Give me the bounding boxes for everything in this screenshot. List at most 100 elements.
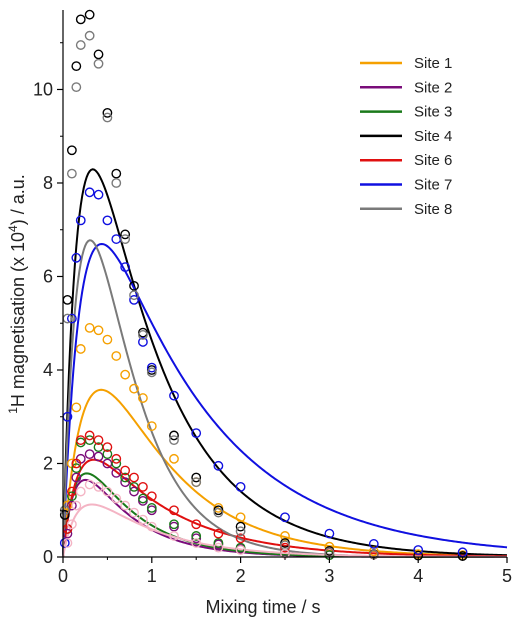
- axes: [57, 10, 508, 563]
- data-point-s2-5: [84, 449, 95, 460]
- data-point-s4-5: [75, 14, 86, 25]
- x-tick-label: 0: [58, 566, 68, 586]
- legend: Site 1 Site 2 Site 3 Site 4 Site 6 Site 7 Site…: [360, 55, 452, 218]
- data-point-s6-1: [59, 538, 70, 548]
- data-point-s6-9: [111, 234, 122, 244]
- data-point-s1-4: [75, 344, 86, 354]
- data-point-s3-14: [191, 531, 202, 541]
- data-point-s3-15: [213, 538, 224, 548]
- x-axis-title: Mixing time / s: [205, 597, 320, 617]
- data-point-s7-5: [75, 40, 86, 50]
- data-point-s6-14: [169, 390, 179, 401]
- data-point-s7-8: [102, 112, 113, 123]
- data-point-s3-3: [71, 463, 82, 474]
- data-point-s7-3: [66, 168, 77, 179]
- data-point-s5-16: [235, 533, 246, 544]
- data-point-s5-14: [191, 519, 202, 530]
- data-point-s6-11: [129, 294, 139, 305]
- data-point-s4-3: [66, 145, 77, 156]
- data-point-s5-3: [71, 458, 82, 469]
- legend-label: Site 8: [414, 201, 452, 218]
- data-point-s7-4: [71, 82, 82, 93]
- data-point-s5-4: [75, 435, 86, 446]
- data-point-s6-20: [368, 539, 379, 549]
- data-point-s8-9: [120, 500, 131, 511]
- legend-label: Site 3: [414, 104, 452, 121]
- data-point-s7-15: [191, 477, 202, 488]
- legend-label: Site 6: [414, 152, 452, 169]
- data-point-s4-14: [169, 430, 179, 441]
- data-point-s4-8: [102, 107, 113, 118]
- data-point-s2-6: [93, 451, 104, 462]
- data-point-s5-5: [84, 430, 95, 441]
- data-point-s5-13: [169, 505, 179, 516]
- data-point-s3-11: [138, 493, 148, 504]
- y-axis-title-exponent: 4: [6, 225, 20, 232]
- data-point-s4-10: [120, 229, 131, 240]
- data-point-s5-11: [138, 481, 148, 492]
- data-point-s6-10: [120, 262, 131, 273]
- data-point-s6-16: [213, 460, 224, 471]
- x-tick-label: 1: [147, 566, 157, 586]
- data-point-s1-17: [280, 531, 290, 541]
- data-point-s6-6: [84, 187, 95, 198]
- data-point-s6-8: [102, 215, 113, 226]
- y-tick-label: 4: [43, 360, 53, 380]
- data-point-s6-7: [93, 189, 104, 200]
- y-tick-label: 0: [43, 547, 53, 567]
- tick-labels: 0 1 2 3 4 5 0 2 4 6 8 10: [33, 79, 512, 586]
- data-point-s8-13: [169, 531, 179, 541]
- data-point-s1-11: [138, 393, 148, 403]
- data-point-s8-11: [138, 514, 148, 525]
- data-point-s6-21: [413, 545, 424, 555]
- data-point-s7-7: [93, 58, 104, 69]
- y-axis-title-suffix: ) / a.u.: [8, 174, 28, 225]
- data-point-s8-12: [146, 521, 157, 532]
- data-point-s5-9: [120, 465, 131, 476]
- data-point-s7-13: [146, 367, 157, 378]
- data-point-s4-7: [93, 49, 104, 60]
- data-point-s1-9: [120, 369, 131, 380]
- data-point-s1-10: [129, 383, 139, 394]
- legend-label: Site 7: [414, 177, 452, 194]
- data-point-s3-12: [146, 503, 157, 513]
- data-point-s3-2: [66, 491, 77, 502]
- data-point-s1-12: [146, 421, 157, 431]
- y-axis-title-main: H magnetisation (x 10: [8, 232, 28, 407]
- data-point-s8-3: [71, 500, 82, 511]
- data-point-s4-11: [129, 280, 139, 291]
- data-point-s5-12: [146, 491, 157, 502]
- data-point-s1-19: [368, 546, 379, 557]
- data-point-s8-7: [102, 486, 113, 497]
- legend-label: Site 1: [414, 55, 452, 72]
- data-point-s8-10: [129, 507, 139, 518]
- data-point-s6-5: [75, 215, 86, 226]
- data-point-s2-8: [111, 467, 122, 478]
- data-point-s5-6: [93, 435, 104, 446]
- data-point-s7-6: [84, 30, 95, 41]
- y-tick-label: 6: [43, 266, 53, 286]
- data-point-s3-8: [111, 458, 122, 469]
- data-point-s1-3: [71, 402, 82, 413]
- data-point-s7-11: [129, 290, 139, 301]
- x-tick-label: 4: [413, 566, 423, 586]
- data-points: [59, 9, 468, 561]
- data-point-s8-2: [66, 519, 77, 530]
- data-point-s1-8: [111, 351, 122, 361]
- data-point-s8-6: [93, 481, 104, 492]
- data-point-s7-16: [213, 507, 224, 518]
- data-point-s6-19: [324, 528, 335, 539]
- data-point-s5-10: [129, 472, 139, 483]
- data-point-s6-13: [146, 362, 157, 373]
- data-point-s8-5: [84, 479, 95, 490]
- data-point-s8-16: [235, 545, 246, 555]
- data-point-s8-14: [191, 538, 202, 548]
- data-point-s1-13: [169, 453, 179, 464]
- data-point-s6-4: [71, 252, 82, 263]
- y-tick-label: 2: [43, 453, 53, 473]
- data-point-s6-15: [191, 428, 202, 439]
- data-point-s8-8: [111, 493, 122, 504]
- data-point-s4-15: [191, 472, 202, 483]
- data-point-s4-22: [457, 551, 468, 561]
- fit-curves: [62, 168, 508, 558]
